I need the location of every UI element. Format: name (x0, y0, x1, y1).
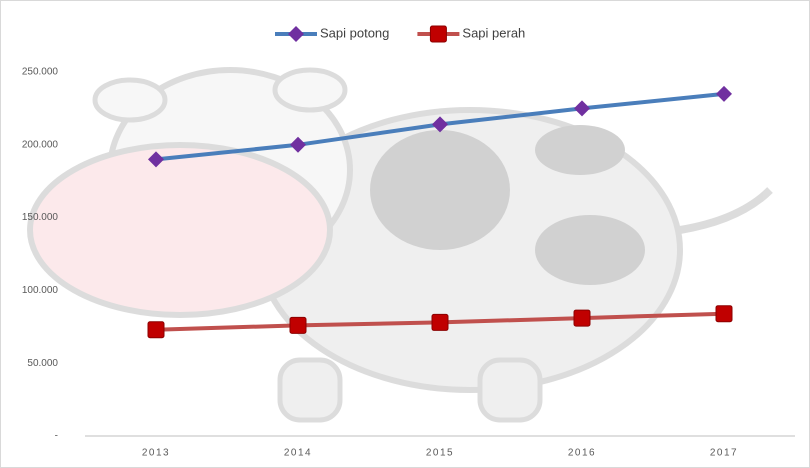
marker (288, 26, 304, 42)
legend-label: Sapi potong (320, 25, 389, 40)
y-tick-label: 100.000 (22, 285, 59, 296)
x-tick-label: 2013 (142, 448, 170, 459)
marker (147, 321, 165, 339)
y-tick-label: 250.000 (22, 67, 59, 78)
cow-background (27, 67, 773, 423)
x-tick-label: 2017 (710, 448, 738, 459)
marker (290, 136, 306, 153)
marker (148, 151, 164, 168)
y-tick-label: - (55, 431, 58, 442)
marker (289, 316, 307, 334)
marker (429, 25, 447, 43)
x-tick-label: 2014 (284, 448, 312, 459)
marker (716, 85, 732, 102)
marker (431, 313, 449, 331)
x-tick-label: 2016 (568, 448, 596, 459)
marker (715, 305, 733, 323)
marker (574, 100, 590, 117)
marker (573, 309, 591, 327)
marker (432, 116, 448, 133)
y-tick-label: 200.000 (22, 139, 59, 150)
y-tick-label: 50.000 (27, 358, 58, 369)
y-tick-label: 150.000 (22, 212, 59, 223)
x-tick-label: 2015 (426, 448, 454, 459)
legend-label: Sapi perah (462, 25, 525, 40)
